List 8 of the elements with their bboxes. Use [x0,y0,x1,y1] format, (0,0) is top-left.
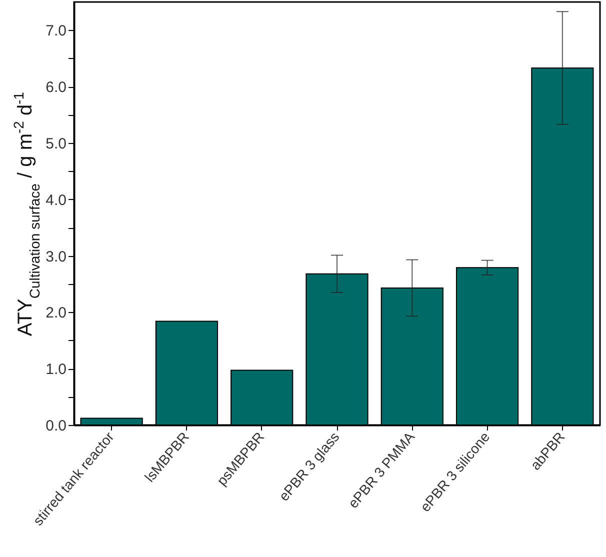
y-tick-label: 4.0 [46,192,66,209]
y-tick-label: 2.0 [46,304,66,322]
y-tick-label: 5.0 [46,136,66,152]
y-tick-label: 0.0 [46,418,66,434]
y-tick-label: 7.0 [46,22,66,40]
y-tick-label: 6.0 [46,79,66,96]
y-tick-label: 3.0 [46,248,66,266]
y-tick-label: 1.0 [46,361,66,378]
